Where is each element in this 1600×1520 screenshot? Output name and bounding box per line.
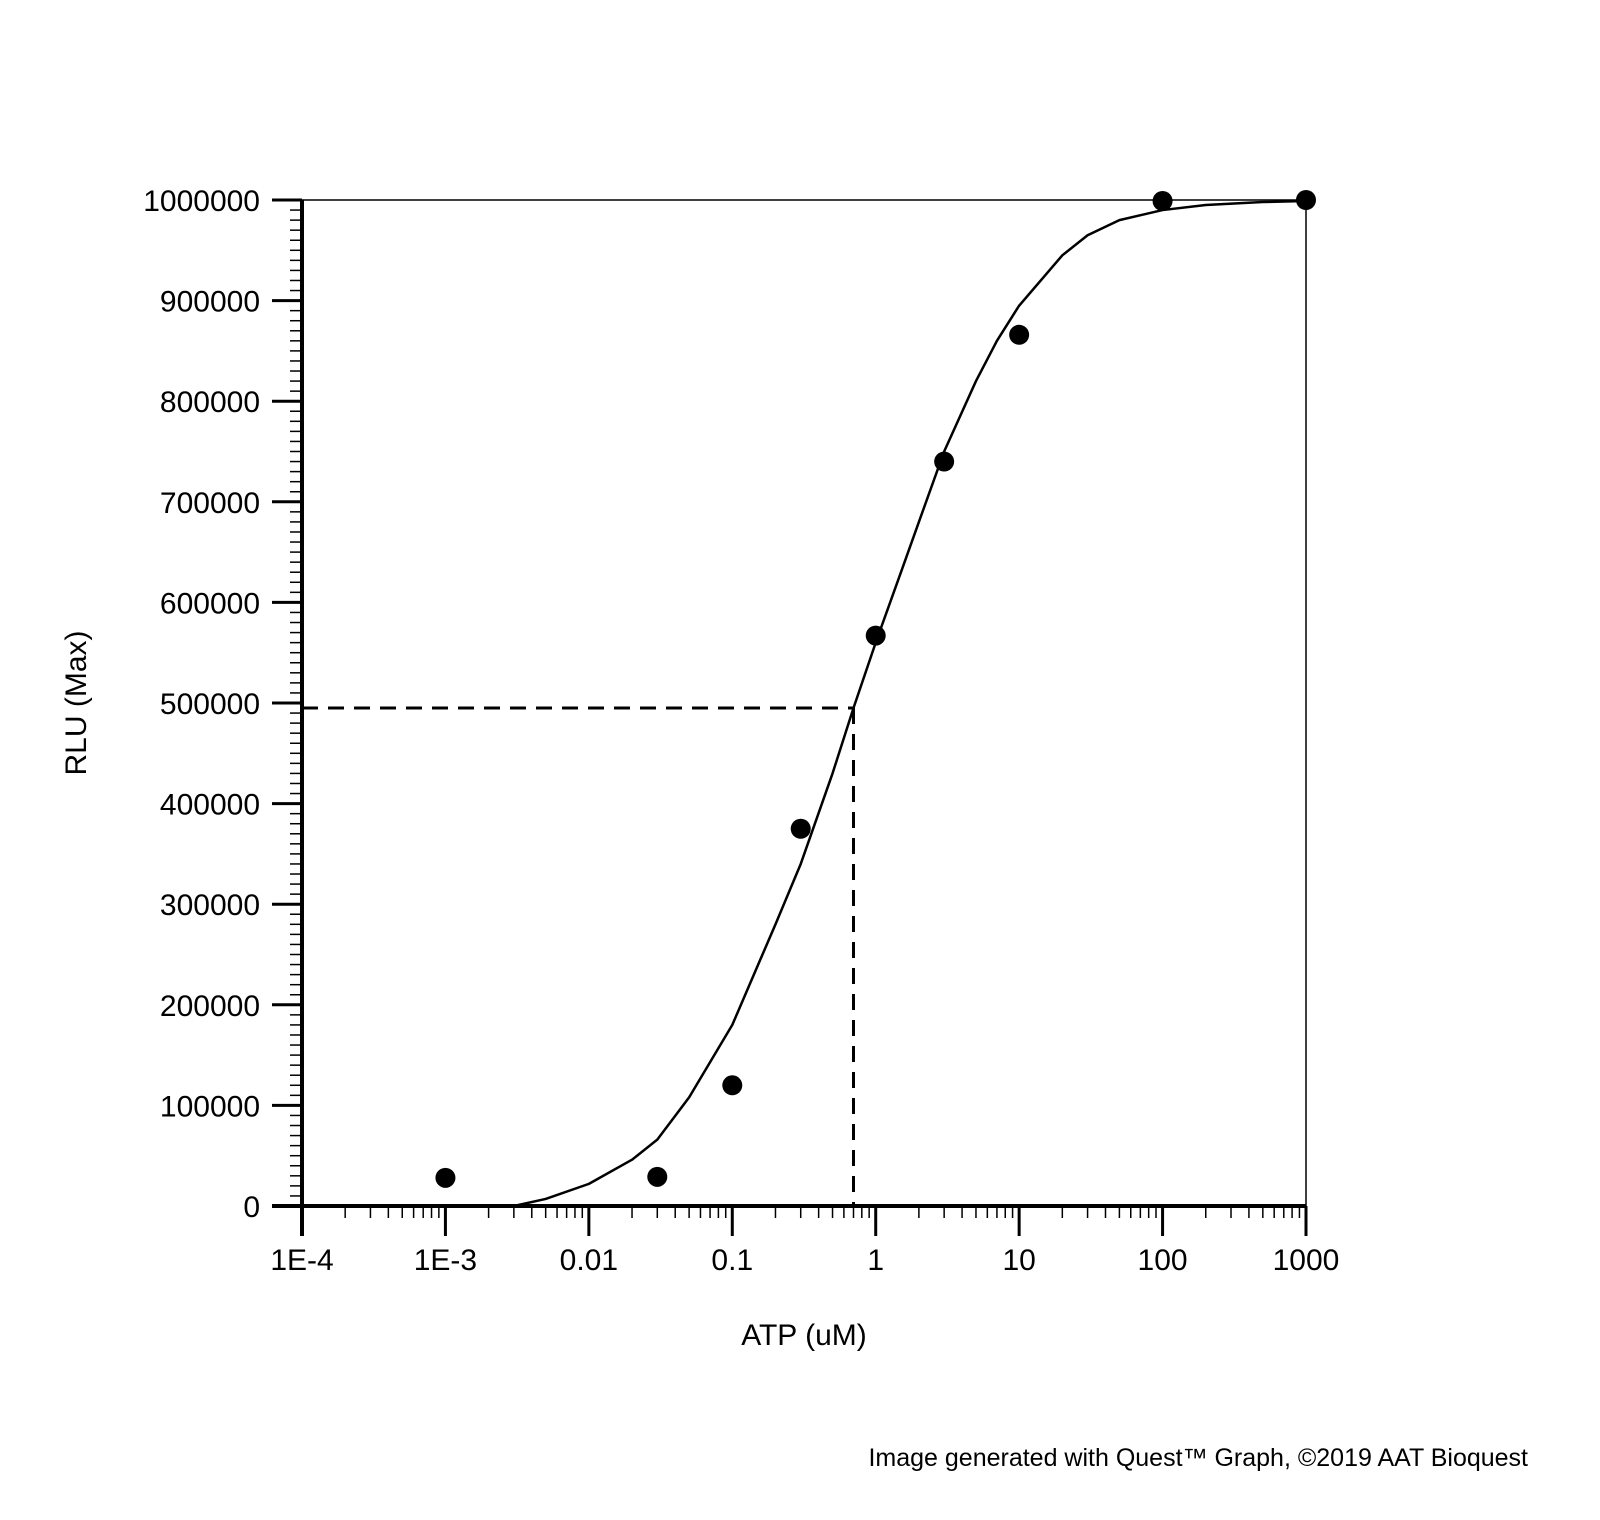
y-tick-label: 400000 — [160, 789, 260, 822]
data-point — [865, 625, 886, 646]
x-tick-label: 0.01 — [560, 1244, 618, 1277]
data-point — [934, 451, 955, 472]
x-tick-labels: 1E-4 1E-3 0.01 0.1 1 10 100 1000 — [270, 1244, 1339, 1277]
x-tick-label: 1000 — [1273, 1244, 1340, 1277]
y-tick-label: 200000 — [160, 990, 260, 1023]
major-ticks — [272, 198, 1308, 1236]
y-tick-label: 100000 — [160, 1090, 260, 1123]
y-tick-label: 500000 — [160, 688, 260, 721]
data-point — [647, 1166, 668, 1187]
x-tick-label: 1 — [867, 1244, 884, 1277]
data-point — [722, 1075, 743, 1096]
y-tick-label: 600000 — [160, 587, 260, 620]
y-tick-label: 700000 — [160, 487, 260, 520]
y-tick-label: 1000000 — [143, 185, 260, 218]
y-axis-title: RLU (Max) — [60, 630, 93, 775]
y-tick-label: 900000 — [160, 286, 260, 319]
plot-frame — [272, 199, 1307, 1236]
x-tick-label: 1E-3 — [414, 1244, 477, 1277]
y-tick-label: 800000 — [160, 386, 260, 419]
data-point — [1296, 190, 1316, 210]
data-point — [790, 818, 811, 839]
footer-credit: Image generated with Quest™ Graph, ©2019… — [868, 1444, 1528, 1472]
y-tick-label: 300000 — [160, 889, 260, 922]
x-tick-label: 1E-4 — [270, 1244, 333, 1277]
reference-lines — [302, 706, 855, 1206]
minor-ticks — [290, 209, 1301, 1218]
data-point — [435, 1167, 456, 1188]
y-tick-labels: 0 100000 200000 300000 400000 500000 600000 700… — [143, 185, 260, 1224]
data-points — [435, 190, 1316, 1188]
x-tick-label: 10 — [1002, 1244, 1035, 1277]
y-tick-label: 0 — [243, 1191, 260, 1224]
fit-curve-line — [513, 199, 1307, 1208]
data-point — [1152, 191, 1173, 212]
x-axis-title: ATP (uM) — [741, 1319, 867, 1352]
x-tick-label: 0.1 — [711, 1244, 753, 1277]
data-point — [1009, 324, 1030, 345]
fit-curve — [513, 199, 1307, 1208]
x-tick-label: 100 — [1138, 1244, 1188, 1277]
